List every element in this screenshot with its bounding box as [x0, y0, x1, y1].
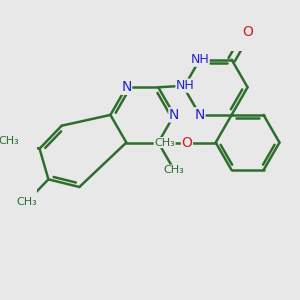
Text: CH₃: CH₃	[164, 165, 184, 175]
Text: O: O	[182, 136, 192, 149]
Text: N: N	[194, 108, 205, 122]
Text: O: O	[242, 25, 253, 39]
Text: N: N	[169, 108, 179, 122]
Text: N: N	[121, 80, 131, 94]
Text: CH₃: CH₃	[0, 136, 19, 146]
Text: NH: NH	[176, 79, 195, 92]
Text: NH: NH	[190, 53, 209, 66]
Text: CH₃: CH₃	[16, 197, 37, 207]
Text: CH₃: CH₃	[154, 137, 175, 148]
